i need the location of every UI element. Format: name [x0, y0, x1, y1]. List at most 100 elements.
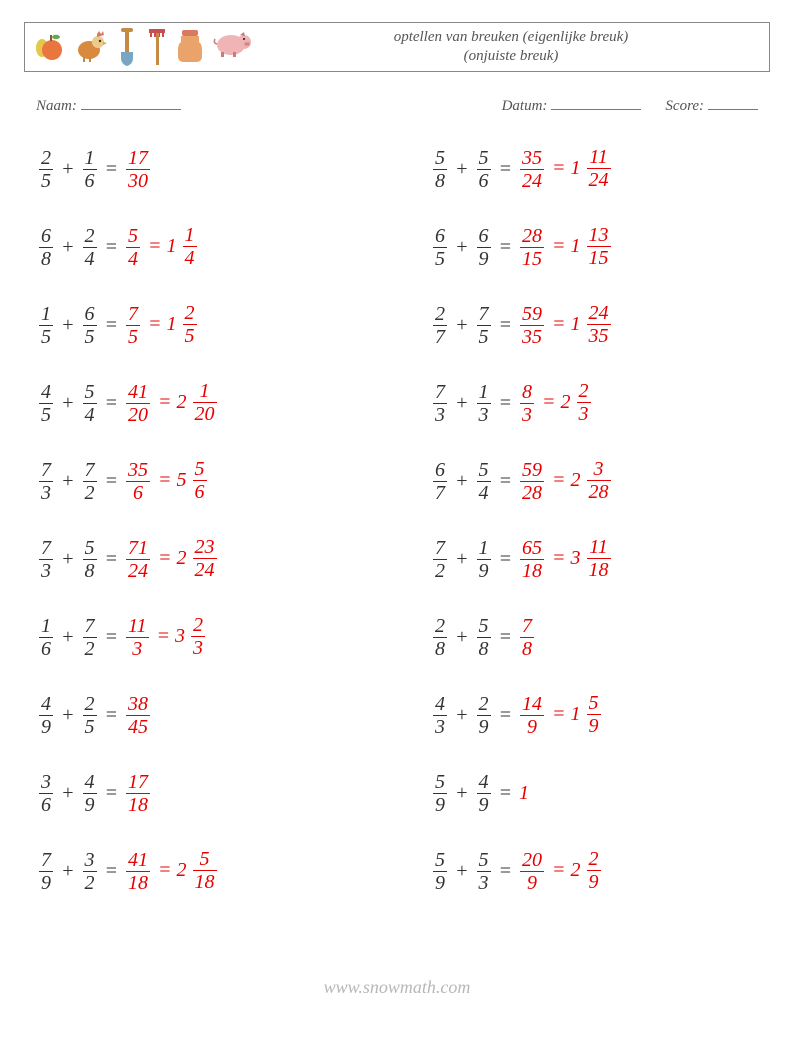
fraction: 16 [83, 148, 97, 191]
answer: 1718 [123, 772, 153, 815]
problem-row: 73+13=83=223 [430, 364, 775, 442]
equals-sign: = [499, 158, 513, 181]
datum-blank[interactable] [551, 95, 641, 110]
fraction: 72 [83, 616, 97, 659]
fraction: 5928 [520, 460, 544, 503]
mixed-number: 12435 [571, 303, 614, 346]
fraction: 1124 [587, 147, 611, 190]
equals-sign: = [499, 236, 513, 259]
plus-sign: + [455, 470, 469, 493]
equals-sign: = [552, 469, 566, 491]
fraction: 58 [83, 538, 97, 581]
equals-sign: = [542, 391, 556, 413]
equals-sign: = [105, 704, 119, 727]
equals-sign: = [499, 392, 513, 415]
fraction: 25 [183, 303, 197, 346]
equals-sign: = [158, 859, 172, 881]
equals-sign: = [552, 235, 566, 257]
problem-row: 27+75=5935=12435 [430, 286, 775, 364]
equals-sign: = [499, 548, 513, 571]
title-line2: (onjuiste breuk) [253, 47, 769, 66]
fraction: 4118 [126, 850, 150, 893]
fraction: 3524 [520, 148, 544, 191]
plus-sign: + [455, 626, 469, 649]
plus-sign: + [61, 470, 75, 493]
fraction: 25 [83, 694, 97, 737]
answer: 3845 [123, 694, 153, 737]
mixed-number: 323 [175, 615, 208, 658]
fraction: 54 [477, 460, 491, 503]
jar-icon [177, 28, 203, 64]
fraction: 2435 [587, 303, 611, 346]
equals-sign: = [105, 314, 119, 337]
fraction: 328 [587, 459, 611, 502]
fraction: 3845 [126, 694, 150, 737]
equals-sign: = [552, 157, 566, 179]
fraction: 49 [477, 772, 491, 815]
shovel-icon [117, 28, 137, 66]
problem-row: 16+72=113=323 [36, 598, 381, 676]
fraction: 68 [39, 226, 53, 269]
fraction: 83 [520, 382, 534, 425]
plus-sign: + [455, 158, 469, 181]
problem-row: 68+24=54=114 [36, 208, 381, 286]
fraction: 29 [587, 849, 601, 892]
naam-blank[interactable] [81, 95, 181, 110]
fraction: 1730 [126, 148, 150, 191]
plus-sign: + [455, 236, 469, 259]
fraction: 72 [83, 460, 97, 503]
header-box: optellen van breuken (eigenlijke breuk) … [24, 22, 770, 72]
equals-sign: = [157, 625, 171, 647]
fraction: 49 [83, 772, 97, 815]
fraction: 6518 [520, 538, 544, 581]
equals-sign: = [105, 782, 119, 805]
fraction: 78 [520, 616, 534, 659]
problem-row: 49+25=3845 [36, 676, 381, 754]
problem-row: 59+53=209=229 [430, 832, 775, 910]
fraction: 1118 [587, 537, 611, 580]
problems-col-right: 58+56=3524=1112465+69=2815=1131527+75=59… [430, 130, 775, 910]
plus-sign: + [61, 158, 75, 181]
score-blank[interactable] [708, 95, 758, 110]
answer: 78 [517, 616, 537, 659]
mixed-number: 2120 [177, 381, 220, 424]
equals-sign: = [105, 236, 119, 259]
problems-col-left: 25+16=173068+24=54=11415+65=75=12545+54=… [36, 130, 381, 910]
plus-sign: + [61, 548, 75, 571]
fraction: 56 [477, 148, 491, 191]
fraction: 59 [433, 850, 447, 893]
fraction: 58 [477, 616, 491, 659]
fraction: 4120 [126, 382, 150, 425]
answer: 1730 [123, 148, 153, 191]
problem-row: 58+56=3524=11124 [430, 130, 775, 208]
problem-row: 59+49=1 [430, 754, 775, 832]
fraction: 59 [433, 772, 447, 815]
mixed-number: 229 [571, 849, 604, 892]
problem-row: 43+29=149=159 [430, 676, 775, 754]
fraction: 75 [477, 304, 491, 347]
answer: 83=223 [517, 381, 594, 425]
fraction: 24 [83, 226, 97, 269]
watermark: www.snowmath.com [0, 977, 794, 998]
mixed-number: 11315 [571, 225, 614, 268]
equals-sign: = [499, 626, 513, 649]
fruit-icon [33, 28, 63, 62]
fraction: 54 [126, 226, 140, 269]
plus-sign: + [455, 392, 469, 415]
equals-sign: = [105, 392, 119, 415]
problem-row: 36+49=1718 [36, 754, 381, 832]
fraction: 56 [193, 459, 207, 502]
mixed-number: 31118 [571, 537, 614, 580]
fraction: 28 [433, 616, 447, 659]
answer: 5935=12435 [517, 303, 614, 347]
equals-sign: = [148, 313, 162, 335]
fraction: 518 [193, 849, 217, 892]
problem-row: 28 +58 = 78 [430, 598, 775, 676]
equals-sign: = [552, 859, 566, 881]
rake-icon [147, 28, 167, 66]
mixed-number: 159 [571, 693, 604, 736]
fields-row: Naam: Datum: Score: [36, 95, 758, 115]
fraction: 49 [39, 694, 53, 737]
problem-row: 73+72=356=556 [36, 442, 381, 520]
plus-sign: + [455, 860, 469, 883]
